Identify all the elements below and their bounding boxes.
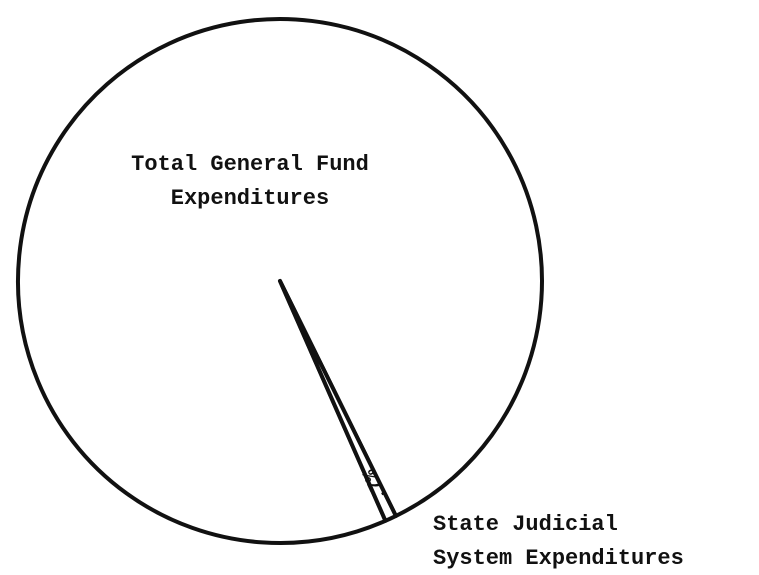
pie-slice	[278, 279, 398, 523]
slice-label: Total General Fund Expenditures	[131, 152, 369, 211]
slice-label: State Judicial System Expenditures	[433, 512, 684, 571]
